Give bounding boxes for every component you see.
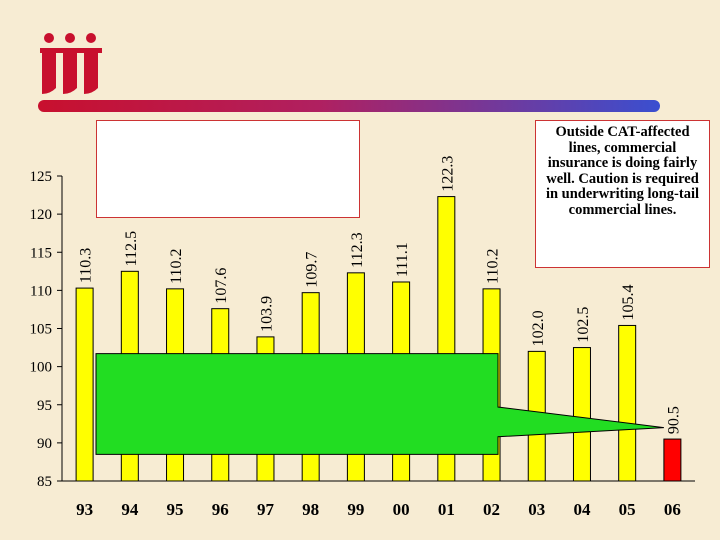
bar-value-label: 103.9 [258,296,275,332]
iii-logo-icon [40,30,102,96]
x-tick-label: 02 [483,500,500,519]
green-callout-shape [95,353,664,455]
x-tick-label: 94 [121,500,139,519]
bar-06 [663,438,682,482]
bar-value-label: 112.3 [349,232,366,267]
bar-04 [572,347,591,482]
bar-value-label: 102.0 [530,310,547,346]
chart-labels: 85 90 95 100 105 110 115 120 125 93 110.3 94 112.5 95… [30,156,683,519]
y-tick-label: 90 [37,436,52,452]
y-tick-label: 115 [30,245,52,261]
y-tick-label: 105 [30,322,53,338]
x-tick-label: 05 [619,500,636,519]
bar-value-label: 111.1 [394,242,411,277]
blank-note-box [96,120,360,218]
callout-text: Outside CAT-affected lines, commercial i… [545,124,700,218]
bar-value-label: 90.5 [665,406,682,434]
bar-value-label: 107.6 [213,268,230,304]
bar-05 [618,324,637,482]
bar-value-label: 102.5 [575,307,592,343]
x-tick-label: 97 [257,500,275,519]
bar-value-label: 110.3 [78,248,95,283]
x-tick-label: 96 [212,500,229,519]
y-tick-label: 95 [37,398,52,414]
header-divider [38,100,660,112]
x-tick-label: 98 [302,500,319,519]
chart-overlay [95,353,664,455]
bar-93 [75,287,94,482]
bar-value-label: 109.7 [304,252,321,288]
y-tick-label: 125 [30,169,53,185]
x-tick-label: 99 [347,500,364,519]
bar-value-label: 110.2 [168,248,185,283]
x-tick-label: 00 [393,500,410,519]
x-tick-label: 03 [528,500,545,519]
bar-value-label: 105.4 [620,284,637,320]
y-tick-label: 85 [37,474,52,490]
y-tick-label: 100 [30,360,53,376]
x-tick-label: 93 [76,500,93,519]
x-tick-label: 01 [438,500,455,519]
bar-value-label: 122.3 [439,156,456,192]
bar-value-label: 112.5 [123,231,140,266]
x-tick-label: 04 [573,500,591,519]
y-tick-label: 110 [30,283,52,299]
x-tick-label: 95 [167,500,184,519]
bar-value-label: 110.2 [485,248,502,283]
y-tick-label: 120 [30,207,53,223]
callout-box: Outside CAT-affected lines, commercial i… [535,120,710,268]
x-tick-label: 06 [664,500,681,519]
